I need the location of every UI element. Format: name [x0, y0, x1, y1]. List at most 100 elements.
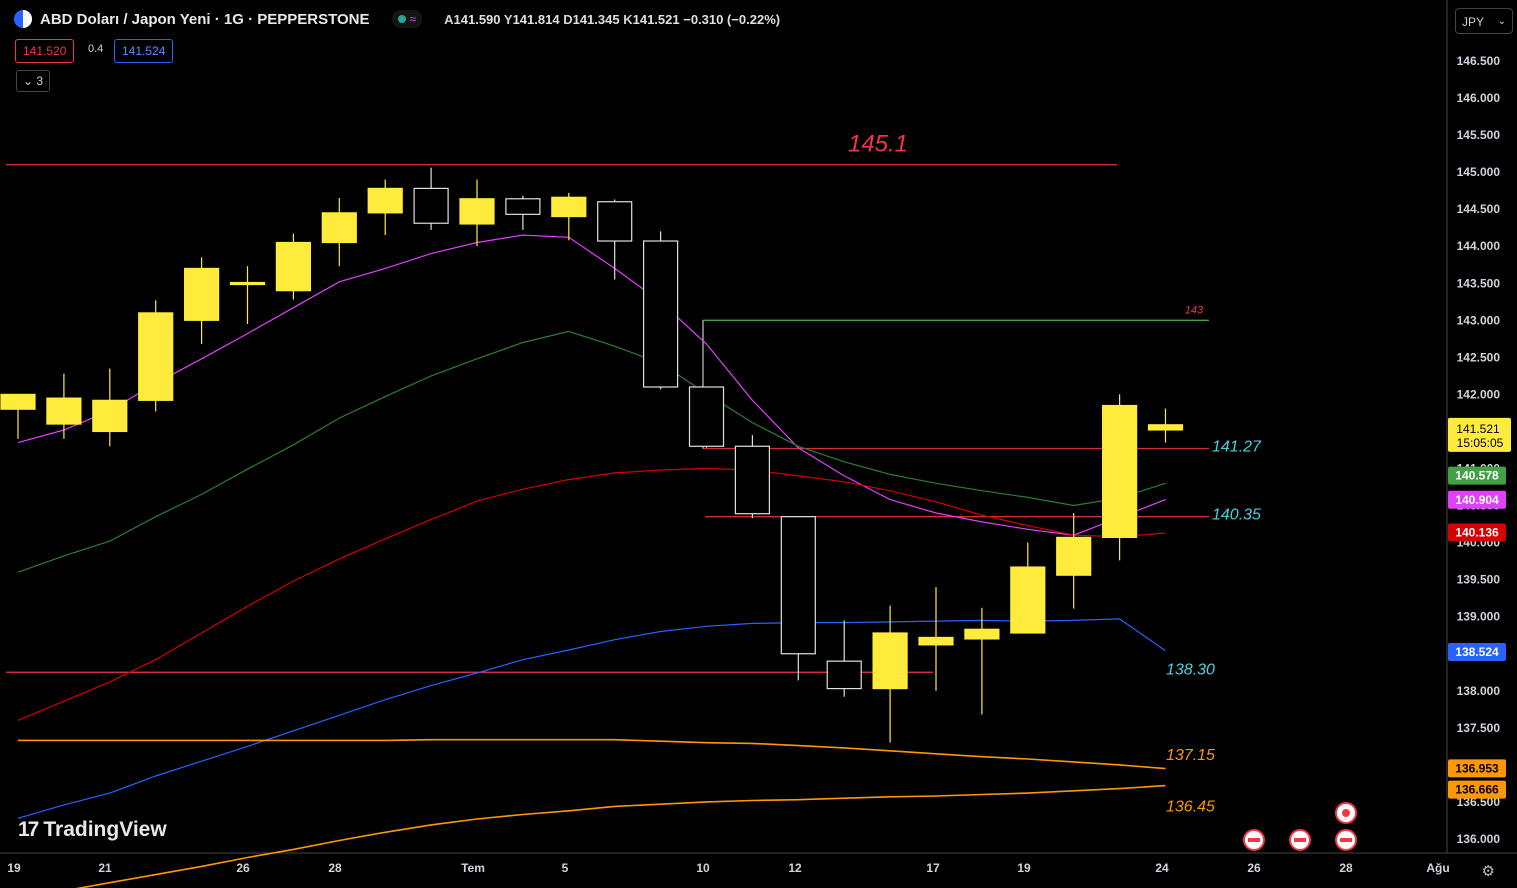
spread-value: 0.4 [88, 43, 104, 55]
candle-body[interactable] [321, 212, 357, 244]
wave-icon: ≈ [409, 12, 417, 26]
moving-average-line [17, 234, 1166, 536]
candle-body[interactable] [46, 397, 82, 425]
moving-average-line [18, 738, 1166, 770]
chevron-down-icon: ⌄ [1497, 16, 1506, 27]
ma-value-label: 138.30 [1166, 662, 1215, 679]
candle-body[interactable] [459, 198, 495, 225]
ma-value-label: 137.15 [1166, 747, 1215, 764]
y-tick-label: 137.500 [1457, 721, 1501, 735]
y-tick-label: 144.500 [1457, 202, 1501, 216]
event-flag-stripe [1248, 838, 1260, 842]
ma-price-badge [1448, 466, 1506, 485]
y-tick-label: 146.000 [1457, 91, 1501, 105]
y-tick-label: 136.000 [1457, 832, 1501, 846]
x-tick-label: 24 [1155, 861, 1169, 875]
candle-body[interactable] [872, 632, 908, 690]
ma-value-label: 136.45 [1166, 799, 1215, 816]
ma-price-badge-text: 138.524 [1455, 645, 1499, 659]
chevron-down-icon: ⌄ [22, 74, 34, 88]
candle-body[interactable] [780, 516, 816, 655]
y-tick-label: 145.000 [1457, 165, 1501, 179]
candle-body[interactable] [184, 267, 220, 321]
level-label: 143 [1185, 304, 1204, 316]
ma-price-badge [1448, 490, 1506, 509]
candle-body[interactable] [1147, 424, 1184, 431]
market-status[interactable]: ≈ [391, 10, 423, 28]
status-dot-icon [397, 15, 406, 23]
level-label: 141.27 [1212, 438, 1262, 455]
candle-body[interactable] [1010, 566, 1046, 634]
candle-body[interactable] [918, 636, 954, 646]
x-tick-label: 28 [1339, 861, 1353, 875]
ma-price-badge-text: 136.953 [1455, 761, 1499, 775]
candle-body[interactable] [551, 196, 587, 218]
ohlc-readout: A141.590 Y141.814 D141.345 K141.521 −0.3… [444, 11, 781, 27]
gear-icon[interactable]: ⚙ [1481, 863, 1495, 880]
tv-logo-icon: 17 [18, 818, 39, 841]
ma-price-badge-text: 136.666 [1455, 783, 1499, 797]
ma-price-badge [1448, 523, 1506, 542]
candle-body[interactable] [275, 241, 311, 292]
x-tick-label: 19 [1017, 861, 1031, 875]
y-tick-label: 144.000 [1457, 239, 1501, 253]
symbol-title[interactable]: ABD Doları / Japon Yeni · 1G · PEPPERSTO… [40, 10, 370, 28]
countdown-text: 15:05:05 [1457, 436, 1504, 450]
moving-average-line [17, 618, 1166, 819]
y-tick-label: 146.500 [1457, 54, 1501, 68]
candle-body[interactable] [92, 399, 128, 433]
last-price-badge [1448, 417, 1511, 452]
y-tick-label: 142.500 [1457, 350, 1501, 364]
symbol-header: ABD Doları / Japon Yeni · 1G · PEPPERSTO… [14, 10, 780, 28]
y-tick-label: 139.000 [1457, 610, 1501, 624]
x-tick-label: 12 [788, 861, 802, 875]
y-tick-label: 143.500 [1457, 276, 1501, 290]
currency-select[interactable]: JPY ⌄ [1455, 8, 1513, 34]
moving-average-line [17, 467, 1166, 721]
y-tick-label: 142.000 [1457, 387, 1501, 401]
sell-button[interactable]: 141.520 [15, 39, 75, 63]
ma-price-badge-text: 140.904 [1455, 493, 1499, 507]
event-flag-stripe [1340, 838, 1352, 842]
x-tick-label: 21 [98, 861, 112, 875]
ma-price-badge [1448, 759, 1506, 778]
ma-price-badge-text: 140.136 [1455, 526, 1499, 540]
candle-body[interactable] [688, 386, 725, 447]
candle-body[interactable] [367, 187, 403, 214]
x-tick-label: 17 [926, 861, 940, 875]
x-tick-label: 28 [328, 861, 342, 875]
x-tick-label: 26 [1247, 861, 1261, 875]
y-tick-label: 145.500 [1457, 128, 1501, 142]
x-tick-label: 10 [696, 861, 710, 875]
buy-button[interactable]: 141.524 [114, 39, 174, 63]
candle-body[interactable] [964, 628, 1000, 640]
event-dot [1342, 809, 1350, 817]
indicators-toggle[interactable]: ⌄ 3 [16, 70, 50, 92]
candle-body[interactable] [1101, 404, 1138, 539]
candle-body[interactable] [138, 312, 174, 401]
moving-average-line [17, 330, 1166, 573]
candle-body[interactable] [413, 187, 449, 224]
event-flag-stripe [1294, 838, 1306, 842]
tradingview-logo: 17 TradingView [18, 818, 167, 841]
change-value: −0.310 (−0.22%) [683, 11, 781, 27]
x-tick-label: 26 [236, 861, 250, 875]
y-tick-label: 139.500 [1457, 573, 1501, 587]
candle-body[interactable] [0, 393, 36, 410]
y-tick-label: 138.000 [1457, 684, 1501, 698]
flag-icon [14, 10, 32, 28]
candle-body[interactable] [1056, 536, 1092, 576]
x-tick-label: 19 [7, 861, 21, 875]
ma-price-badge [1448, 642, 1506, 661]
candle-body[interactable] [642, 240, 679, 388]
level-label: 140.35 [1212, 507, 1261, 524]
candle-body[interactable] [597, 201, 633, 242]
candle-body[interactable] [734, 445, 771, 515]
candle-body[interactable] [826, 660, 862, 690]
x-tick-label: Ağu [1426, 861, 1449, 875]
last-price-text: 141.521 [1456, 422, 1500, 436]
candle-body[interactable] [505, 198, 541, 215]
candle-body[interactable] [229, 281, 266, 286]
moving-average-line [75, 784, 1166, 888]
